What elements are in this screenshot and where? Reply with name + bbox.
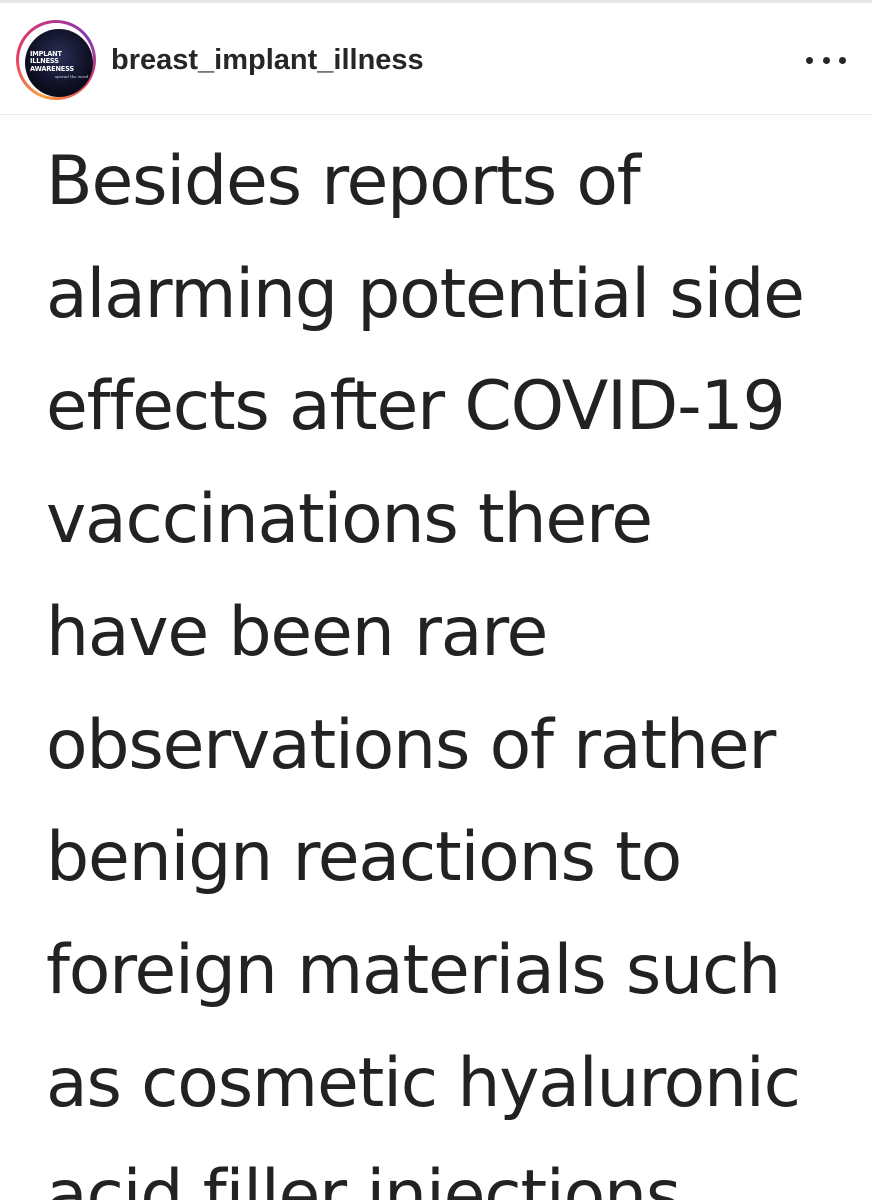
post-text: Besides reports of alarming potential si…	[46, 126, 866, 1200]
post-text-line: benign reactions to	[46, 818, 682, 898]
post-text-line: foreign materials such	[46, 930, 781, 1010]
more-horizontal-icon[interactable]	[806, 45, 846, 75]
post-text-line: have been rare	[46, 592, 548, 672]
post-text-line: as cosmetic hyaluronic	[46, 1043, 801, 1123]
avatar-logo-tagline: spread the word	[55, 74, 89, 79]
post-text-line: Besides reports of	[46, 142, 641, 221]
post-text-line: acid filler injections	[46, 1156, 681, 1200]
avatar-logo-text: IMPLANT ILLNESS AWARENESS	[30, 50, 74, 73]
post-text-line: effects after COVID-19	[46, 367, 786, 447]
avatar-story-ring[interactable]: IMPLANT ILLNESS AWARENESS spread the wor…	[16, 20, 96, 100]
avatar[interactable]: IMPLANT ILLNESS AWARENESS spread the wor…	[25, 29, 93, 97]
post-text-line: vaccinations there	[46, 480, 653, 560]
post-text-line: observations of rather	[46, 705, 776, 785]
post-image[interactable]: Besides reports of alarming potential si…	[0, 116, 872, 1200]
top-divider	[0, 0, 872, 3]
post-header: IMPLANT ILLNESS AWARENESS spread the wor…	[0, 3, 872, 115]
post-text-line: alarming potential side	[46, 254, 805, 334]
username-link[interactable]: breast_implant_illness	[111, 44, 424, 76]
